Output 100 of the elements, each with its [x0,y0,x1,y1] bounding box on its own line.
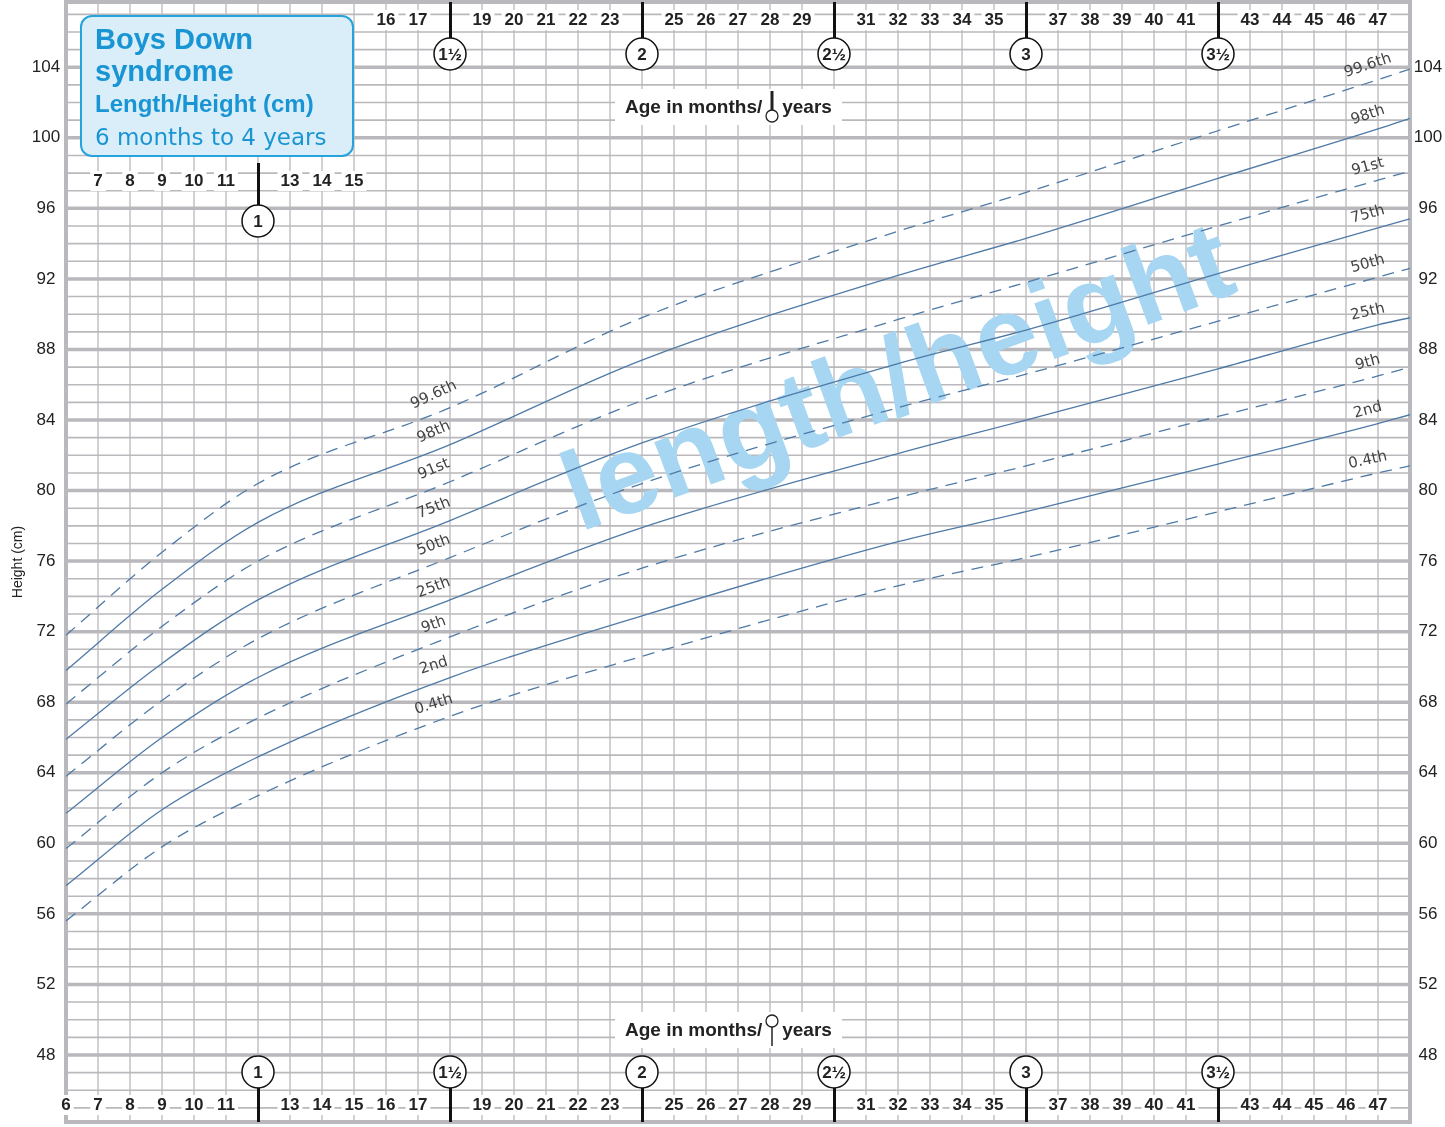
y2-tick-label: 84 [1418,409,1438,429]
x2-tick-label: 20 [504,9,524,29]
text: 0.4th [412,689,455,718]
text: 50th [414,529,453,559]
x-tick-label: 23 [600,1094,620,1114]
annotation: 14 [312,170,332,190]
y-tick-label: 60 [36,833,56,853]
y2-tick-label: 60 [1418,833,1438,853]
x-tick-label: 20 [504,1094,524,1114]
y-axis-title: Height (cm) [8,525,25,599]
y2-tick-label: 52 [1418,974,1438,994]
text: 3 [1021,44,1031,64]
y2-tick-label: 68 [1418,691,1438,711]
x2-tick-label: 32 [888,9,908,29]
x2-tick-label: 22 [568,9,588,29]
text: 2nd [1351,396,1384,422]
x2-tick-label: 41 [1176,9,1196,29]
text: 3½ [1206,44,1230,64]
text: 9th [418,611,449,637]
text: 91st [414,453,452,483]
x-tick-label: 46 [1336,1094,1356,1114]
x-tick-label: 28 [760,1094,780,1114]
x-tick-label: 43 [1240,1094,1260,1114]
annotation: 2½ [822,1062,846,1082]
annotation: 3 [1021,1062,1031,1082]
y2-tick-label: 92 [1418,268,1438,288]
annotation: 8 [125,170,135,190]
y2-tick-label: 56 [1418,903,1438,923]
x-axis-title: Age in months/ years [615,89,842,125]
x-tick-label: 11 [217,1094,235,1114]
x2-tick-label: 46 [1336,9,1356,29]
annotation: 11 [217,170,235,190]
x-tick-label: 35 [984,1094,1004,1114]
y2-tick-label: 100 [1413,127,1443,147]
x-tick-label: 29 [792,1094,812,1114]
x-tick-label: 32 [888,1094,908,1114]
text: 99.6th [1341,48,1394,81]
x2-tick-label: 44 [1272,9,1292,29]
y-tick-label: 72 [36,621,56,641]
x2-tick-label: 16 [376,9,396,29]
y-tick-label: 76 [36,550,56,570]
annotation: 7 [93,170,103,190]
text: 1½ [438,44,462,64]
text: 75th [413,492,453,522]
x-tick-label: 33 [920,1094,940,1114]
annotation: 10 [184,170,204,190]
x2-tick-label: 39 [1112,9,1132,29]
text: Length/Height (cm) [95,89,315,119]
x-tick-label: 25 [664,1094,684,1114]
x-tick-label: 22 [568,1094,588,1114]
annotation: 9 [157,170,167,190]
y-tick-label: 100 [31,127,61,147]
x2-tick-label: 40 [1144,9,1164,29]
x-tick-label: 39 [1112,1094,1132,1114]
x-tick-label: 9 [157,1094,167,1114]
text: 98th [413,415,453,447]
x-tick-label: 47 [1368,1094,1388,1114]
y-tick-label: 92 [36,268,56,288]
text: 9th [1353,349,1382,374]
x-tick-label: 37 [1048,1094,1068,1114]
x-tick-label: 19 [472,1094,492,1114]
text: 91st [1349,152,1386,179]
y2-tick-label: 64 [1418,762,1438,782]
y-tick-label: 52 [36,974,56,994]
x-tick-label: 6 [61,1094,71,1114]
y2-tick-label: 104 [1413,56,1443,76]
text: Age in months/ years [625,1019,832,1040]
x2-tick-label: 21 [536,9,556,29]
x-tick-label: 31 [856,1094,876,1114]
x-tick-label: 14 [312,1094,332,1114]
y-tick-label: 80 [36,480,56,500]
y2-tick-label: 88 [1418,339,1438,359]
x-tick-label: 26 [696,1094,716,1114]
x2-tick-label: 17 [408,9,428,29]
x2-tick-label: 37 [1048,9,1068,29]
x2-tick-label: 45 [1304,9,1324,29]
y2-tick-label: 96 [1418,198,1438,218]
text: 25th [1348,298,1387,324]
x2-tick-label: 28 [760,9,780,29]
y-tick-label: 104 [31,56,61,76]
x-tick-label: 45 [1304,1094,1324,1114]
x2-tick-label: 31 [856,9,876,29]
x-tick-label: 27 [728,1094,748,1114]
annotation: 1½ [438,1062,462,1082]
text: 75th [1348,200,1387,227]
x2-tick-label: 25 [664,9,684,29]
annotation: 13 [280,170,300,190]
x-tick-label: 40 [1144,1094,1164,1114]
y-tick-label: 64 [36,762,56,782]
x-tick-label: 13 [280,1094,300,1114]
text: 50th [1348,249,1387,277]
y2-tick-label: 76 [1418,550,1438,570]
y-tick-label: 48 [36,1044,56,1064]
y-tick-label: 84 [36,409,56,429]
x-tick-label: 41 [1176,1094,1196,1114]
text: 2 [637,44,647,64]
x-tick-label: 10 [184,1094,204,1114]
x-tick-label: 17 [408,1094,428,1114]
annotation: 3½ [1206,1062,1230,1082]
text: 2½ [822,44,846,64]
